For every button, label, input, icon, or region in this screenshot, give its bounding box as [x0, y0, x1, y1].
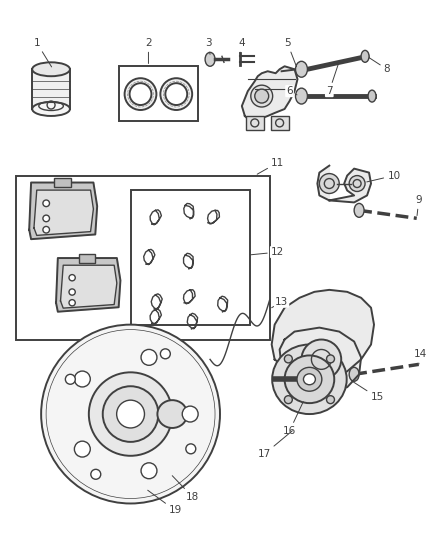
Circle shape — [65, 374, 75, 384]
Bar — [131, 190, 250, 325]
Text: 15: 15 — [352, 381, 384, 402]
Circle shape — [160, 349, 170, 359]
Ellipse shape — [32, 102, 70, 116]
Circle shape — [91, 470, 101, 479]
Ellipse shape — [165, 83, 187, 105]
Ellipse shape — [272, 344, 347, 414]
Circle shape — [117, 400, 145, 428]
Polygon shape — [318, 166, 371, 203]
Polygon shape — [56, 258, 120, 312]
Text: 19: 19 — [148, 490, 182, 515]
Polygon shape — [29, 182, 97, 239]
Circle shape — [326, 395, 335, 403]
Circle shape — [69, 289, 75, 295]
Ellipse shape — [130, 83, 152, 105]
Circle shape — [41, 325, 220, 504]
Circle shape — [103, 386, 159, 442]
Ellipse shape — [296, 61, 307, 77]
Circle shape — [43, 227, 49, 233]
Ellipse shape — [304, 374, 315, 385]
Text: 2: 2 — [145, 38, 152, 63]
Circle shape — [43, 215, 49, 222]
Polygon shape — [242, 66, 297, 121]
Ellipse shape — [157, 400, 187, 428]
Circle shape — [74, 371, 90, 387]
Bar — [32, 69, 70, 109]
Circle shape — [284, 395, 292, 403]
Circle shape — [74, 441, 90, 457]
Text: 5: 5 — [284, 38, 297, 67]
Polygon shape — [279, 328, 361, 391]
Text: 8: 8 — [369, 58, 390, 74]
Text: 10: 10 — [367, 171, 400, 182]
Text: 12: 12 — [251, 247, 284, 257]
Ellipse shape — [32, 62, 70, 76]
Circle shape — [301, 340, 341, 379]
Circle shape — [69, 274, 75, 281]
Ellipse shape — [160, 78, 192, 110]
Circle shape — [319, 174, 339, 193]
Circle shape — [284, 355, 292, 363]
Text: 17: 17 — [258, 431, 293, 459]
Text: 14: 14 — [414, 350, 427, 365]
Circle shape — [69, 300, 75, 306]
Circle shape — [326, 355, 335, 363]
Circle shape — [349, 175, 365, 191]
Text: 3: 3 — [205, 38, 212, 54]
Ellipse shape — [349, 367, 359, 381]
Bar — [119, 66, 198, 121]
Bar — [246, 116, 264, 130]
Circle shape — [43, 200, 49, 207]
Text: 11: 11 — [257, 158, 284, 174]
Circle shape — [182, 406, 198, 422]
Bar — [79, 254, 95, 263]
Ellipse shape — [296, 88, 307, 104]
Ellipse shape — [285, 356, 334, 403]
Polygon shape — [272, 290, 374, 377]
Circle shape — [141, 463, 157, 479]
Text: 16: 16 — [283, 402, 303, 436]
Polygon shape — [60, 265, 117, 308]
Text: 7: 7 — [326, 64, 338, 96]
Ellipse shape — [255, 89, 268, 103]
Text: 13: 13 — [272, 297, 288, 308]
Text: 6: 6 — [286, 86, 297, 96]
Text: 4: 4 — [239, 38, 245, 53]
Ellipse shape — [251, 85, 273, 107]
Text: 18: 18 — [172, 475, 199, 502]
Ellipse shape — [124, 78, 156, 110]
Bar — [271, 116, 289, 130]
Ellipse shape — [354, 204, 364, 217]
Text: 1: 1 — [34, 38, 52, 67]
Circle shape — [186, 444, 196, 454]
Ellipse shape — [368, 90, 376, 102]
Circle shape — [141, 350, 157, 365]
Ellipse shape — [361, 51, 369, 62]
Bar — [16, 175, 270, 340]
Ellipse shape — [205, 52, 215, 66]
Text: 9: 9 — [415, 196, 422, 215]
Circle shape — [89, 373, 172, 456]
Bar — [54, 178, 71, 187]
Ellipse shape — [297, 367, 322, 391]
Polygon shape — [34, 190, 93, 236]
